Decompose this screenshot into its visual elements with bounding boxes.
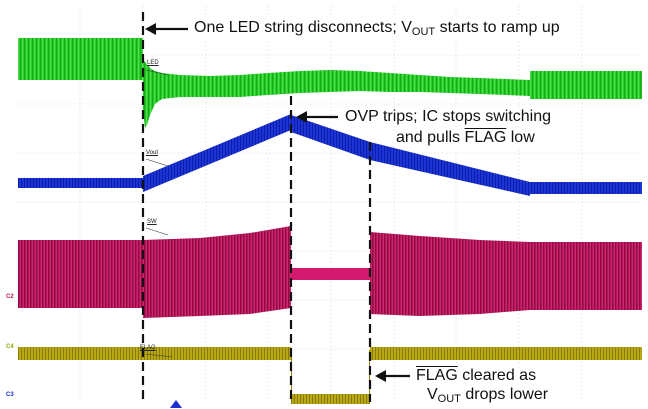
trigger-marker-icon	[170, 400, 182, 408]
vout-trace	[18, 114, 642, 196]
annotation-text: low	[506, 129, 534, 146]
led-channel-label: LED	[147, 60, 159, 66]
vout-subscript: OUT	[412, 26, 435, 38]
vout-channel-label: Vout	[146, 150, 158, 156]
flag-channel-label: FLAG	[140, 345, 156, 351]
annotation-ovp-trips: OVP trips; IC stops switching	[343, 107, 553, 126]
vout-subscript: OUT	[438, 393, 461, 405]
annotation-text: and pulls	[396, 129, 465, 146]
annotation-ovp-flag: and pulls FLAG low	[394, 128, 537, 147]
annotation-text: One LED string disconnects; V	[194, 19, 412, 36]
channel-marker-c4: C4	[6, 344, 14, 350]
annotation-text: OVP trips; IC stops switching	[345, 108, 551, 125]
annotation-text: starts to ramp up	[435, 19, 560, 36]
annotation-text: cleared as	[458, 367, 536, 384]
annotation-led-disconnect: One LED string disconnects; VOUT starts …	[192, 18, 562, 42]
flag-overline-text: FLAG	[416, 367, 458, 384]
flag-overline-text: FLAG	[465, 129, 507, 146]
annotation-flag-cleared: FLAG cleared as	[414, 366, 538, 385]
switch-node-trace	[18, 226, 642, 318]
channel-marker-c3: C3	[6, 392, 14, 398]
channel-marker-c2: C2	[6, 294, 14, 300]
sw-channel-label: SW	[147, 219, 157, 225]
annotation-vout-drops: VOUT drops lower	[425, 385, 550, 409]
annotation-text: V	[427, 386, 438, 403]
annotation-text: drops lower	[461, 386, 548, 403]
